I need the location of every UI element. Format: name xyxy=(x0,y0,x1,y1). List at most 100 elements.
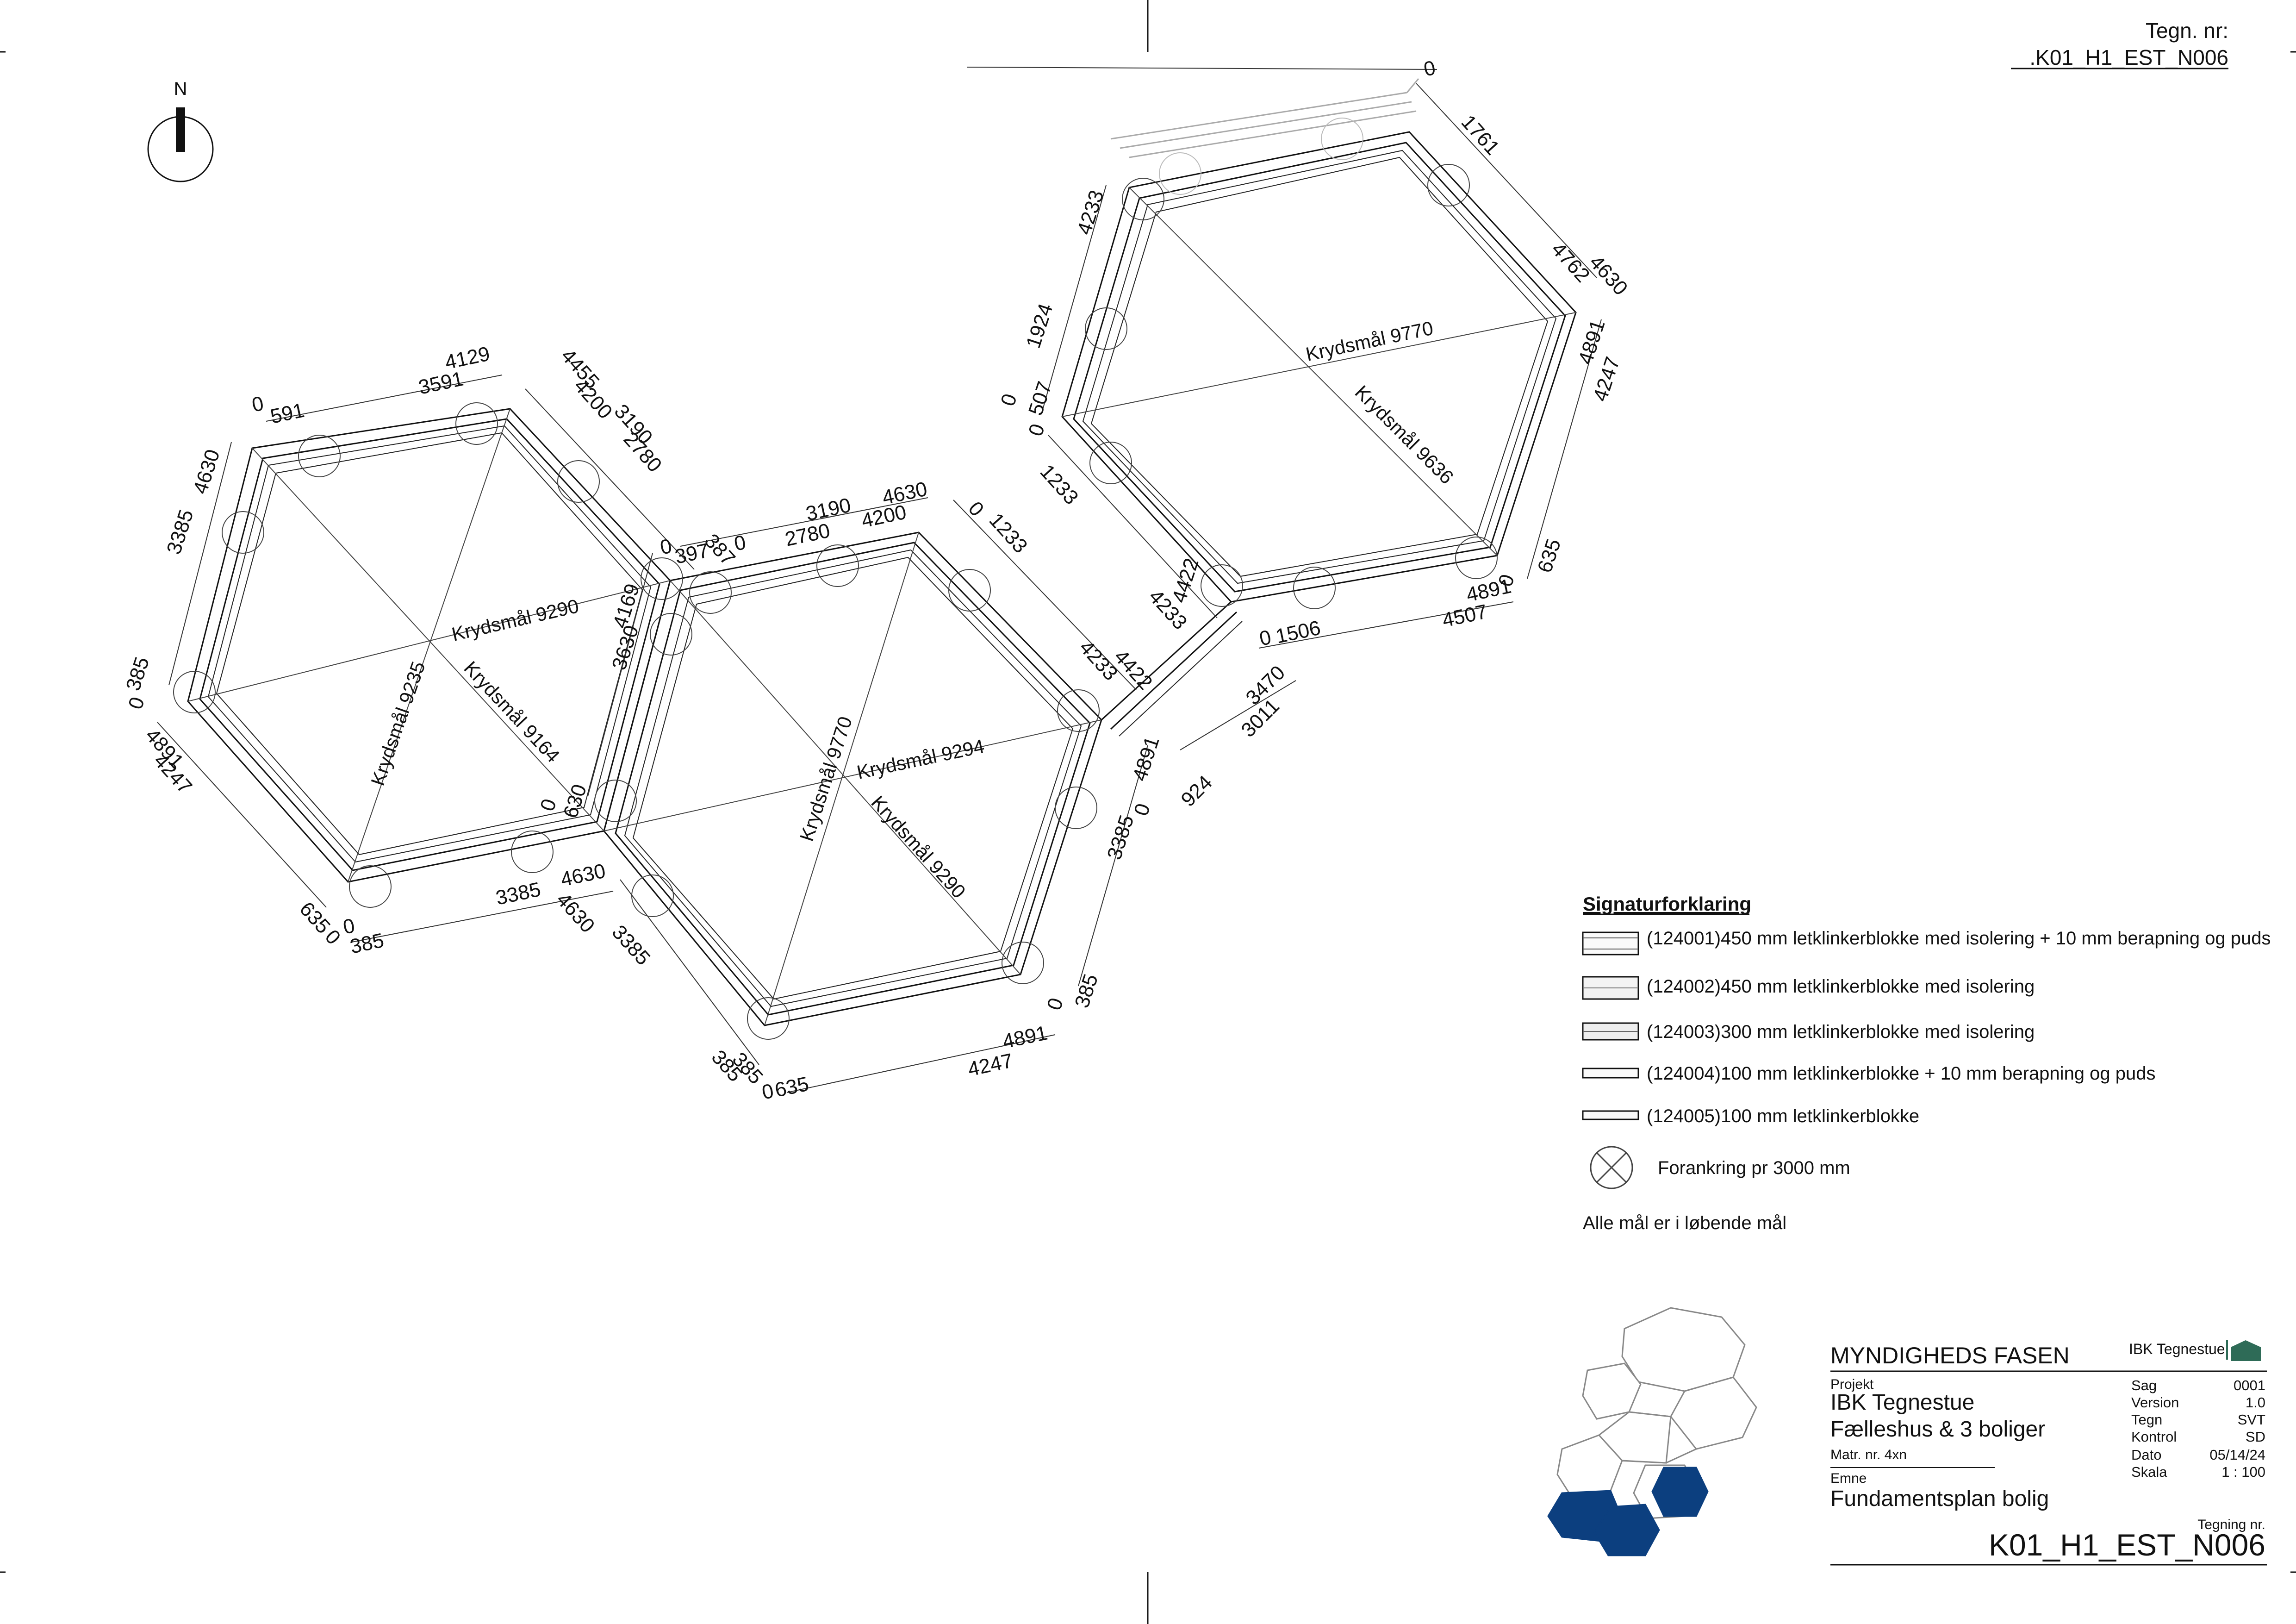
legend-text: (124001)450 mm letklinkerblokke med isol… xyxy=(1647,928,2271,949)
drawing-ref-label: Tegn. nr: xyxy=(2146,19,2228,43)
hexagon-middle-walls xyxy=(603,531,1102,1026)
dimension-lines xyxy=(157,67,1602,1093)
dim-label: 635 xyxy=(773,1073,811,1102)
subject-label: Emne xyxy=(1830,1471,1867,1486)
legend-text: (124004)100 mm letklinkerblokke + 10 mm … xyxy=(1647,1063,2156,1084)
dim-label: 591 xyxy=(268,399,306,428)
dim-label: 4762 xyxy=(1547,238,1594,287)
meta-value: 1 : 100 xyxy=(2221,1464,2265,1480)
dim-label: 4891 xyxy=(1001,1021,1050,1053)
cross-measure-labels: Krydsmål 9290 Krydsmål 9235 Krydsmål 916… xyxy=(367,317,1458,903)
dim-label: 0 xyxy=(124,694,149,712)
title-block: MYNDIGHEDS FASEN IBK Tegnestue Projekt I… xyxy=(1830,1340,2267,1566)
dim-label: 924 xyxy=(1176,771,1217,812)
dim-label: 2780 xyxy=(619,428,666,477)
dim-label: 0 xyxy=(964,497,989,521)
cross-measure-lines xyxy=(187,187,1576,1026)
company-logo-text: IBK Tegnestue xyxy=(2129,1341,2225,1357)
connector-walls xyxy=(1101,601,1243,737)
dim-label: 3591 xyxy=(417,367,466,399)
dim-label: 0 xyxy=(1257,626,1273,650)
legend-item: (124003)300 mm letklinkerblokke med isol… xyxy=(1582,1022,2035,1042)
dim-label: 0 xyxy=(1024,421,1049,439)
dim-label: 3385 xyxy=(608,921,655,970)
north-label: N xyxy=(174,79,187,99)
dim-label: 4422 xyxy=(1168,556,1203,606)
north-arrow-icon: N xyxy=(147,79,214,182)
meta-value: 1.0 xyxy=(2246,1394,2265,1411)
drawing-number-label: Tegning nr. xyxy=(2197,1517,2265,1532)
cross-label: Krydsmål 9290 xyxy=(867,792,970,903)
dim-label: 2780 xyxy=(783,519,832,550)
dimension-labels: 4630 3385 385 0 4891 4247 0 591 3591 412… xyxy=(122,56,1632,1104)
project-name: IBK Tegnestue xyxy=(1830,1390,1974,1415)
dim-label: 4630 xyxy=(880,477,929,509)
dim-label: 385 xyxy=(1070,971,1102,1011)
dim-label: 3385 xyxy=(1103,812,1139,862)
project-subtitle: Fælleshus & 3 boliger xyxy=(1830,1417,2045,1442)
meta-value: 05/14/24 xyxy=(2209,1447,2265,1463)
cross-label: Krydsmål 9164 xyxy=(460,657,564,767)
project-label: Projekt xyxy=(1830,1377,1874,1392)
cross-label: Krydsmål 9235 xyxy=(367,659,429,788)
dim-label: 385 xyxy=(122,654,154,693)
legend-text: (124002)450 mm letklinkerblokke med isol… xyxy=(1647,976,2035,997)
legend: Signaturforklaring (124001)450 mm letkli… xyxy=(1582,893,2271,1233)
dim-label: 0 xyxy=(1422,56,1437,81)
cross-label: Krydsmål 9770 xyxy=(1304,317,1435,365)
dim-label: 507 xyxy=(1024,379,1056,418)
house-logo-icon xyxy=(2231,1340,2261,1361)
dim-label: 1233 xyxy=(1036,460,1083,509)
dim-label: 635 xyxy=(295,898,335,938)
anchor-markers xyxy=(173,118,1498,1040)
legend-text: (124005)100 mm letklinkerblokke xyxy=(1647,1106,1919,1126)
dim-label: 0 xyxy=(250,392,266,417)
meta-value: 0001 xyxy=(2234,1377,2265,1393)
meta-table: Sag 0001 Version 1.0 Tegn SVT Kontrol SD… xyxy=(2131,1377,2265,1480)
dim-label: 4630 xyxy=(559,859,608,891)
dim-label: 4891 xyxy=(1128,734,1164,784)
legend-item: (124001)450 mm letklinkerblokke med isol… xyxy=(1582,928,2271,956)
meta-key: Sag xyxy=(2131,1377,2157,1393)
legend-note: Alle mål er i løbende mål xyxy=(1583,1213,1786,1233)
matr-number: Matr. nr. 4xn xyxy=(1830,1447,1907,1462)
key-plan xyxy=(1547,1307,1757,1556)
meta-key: Tegn xyxy=(2131,1412,2162,1428)
company-logo: IBK Tegnestue xyxy=(2129,1340,2261,1361)
phase-title: MYNDIGHEDS FASEN xyxy=(1830,1343,2070,1368)
subject-text: Fundamentsplan bolig xyxy=(1830,1487,2049,1511)
meta-value: SD xyxy=(2246,1429,2265,1445)
drawing-number: K01_H1_EST_N006 xyxy=(1989,1528,2265,1562)
cross-label: Krydsmål 9290 xyxy=(449,595,581,645)
legend-text: (124003)300 mm letklinkerblokke med isol… xyxy=(1647,1022,2035,1042)
dim-label: 4507 xyxy=(1440,600,1489,631)
legend-item: (124002)450 mm letklinkerblokke med isol… xyxy=(1582,976,2035,1000)
dim-label: 4630 xyxy=(1585,251,1632,300)
cross-label: Krydsmål 9294 xyxy=(855,735,986,783)
dim-label: 0 xyxy=(1043,995,1068,1013)
dim-label: 3011 xyxy=(1237,695,1284,742)
drawing-ref-number: .K01_H1_EST_N006 xyxy=(2029,45,2228,69)
dim-label: 4247 xyxy=(966,1049,1015,1081)
dim-label: 1506 xyxy=(1274,616,1323,648)
meta-key: Kontrol xyxy=(2131,1429,2177,1445)
cross-label: Krydsmål 9770 xyxy=(796,714,856,844)
drawing-reference: Tegn. nr: .K01_H1_EST_N006 xyxy=(2011,19,2228,69)
legend-text: Forankring pr 3000 mm xyxy=(1658,1158,1850,1178)
dim-label: 0 xyxy=(996,391,1021,409)
meta-key: Version xyxy=(2131,1394,2179,1411)
dim-label: 3385 xyxy=(162,507,198,557)
wall-swatch-icon xyxy=(1582,1068,1639,1079)
dim-label: 4233 xyxy=(1073,187,1108,237)
wall-swatch-icon xyxy=(1582,931,1639,956)
legend-item: (124004)100 mm letklinkerblokke + 10 mm … xyxy=(1582,1063,2156,1084)
dim-label: 1233 xyxy=(985,509,1032,558)
dim-label: 0 xyxy=(658,535,674,559)
foundation-plan: Krydsmål 9290 Krydsmål 9235 Krydsmål 916… xyxy=(122,56,1632,1104)
wall-swatch-icon xyxy=(1582,1110,1639,1120)
dim-label: 1924 xyxy=(1022,301,1058,351)
legend-item: Forankring pr 3000 mm xyxy=(1590,1146,1850,1189)
meta-key: Dato xyxy=(2131,1447,2161,1463)
